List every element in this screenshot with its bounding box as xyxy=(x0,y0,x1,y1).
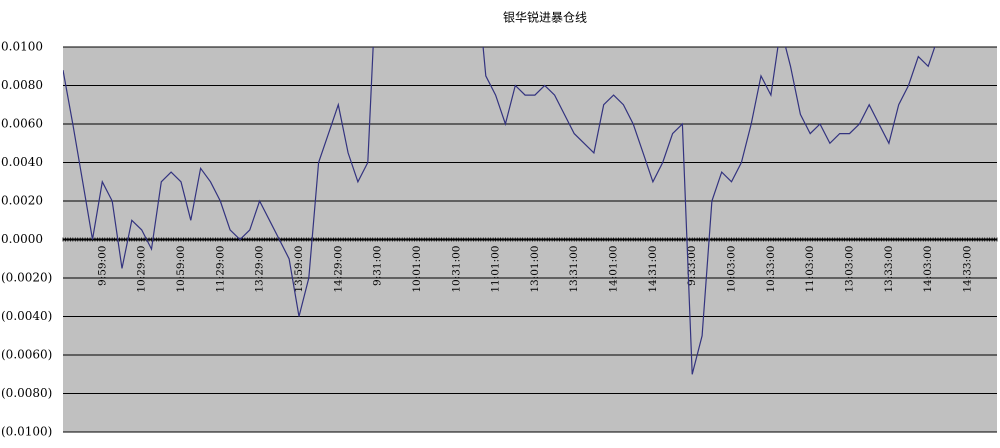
x-tick-label: 10:01:00 xyxy=(411,246,423,293)
x-tick-label: 10:59:00 xyxy=(175,246,187,293)
y-tick-label: (0.0060) xyxy=(1,348,52,362)
x-tick-label: 13:33:00 xyxy=(883,246,895,293)
x-tick-label: 14:33:00 xyxy=(962,246,974,293)
y-tick-label: (0.0040) xyxy=(1,309,52,323)
x-tick-label: 14:29:00 xyxy=(332,246,344,293)
x-tick-label: 10:29:00 xyxy=(136,246,148,293)
x-tick-label: 11:03:00 xyxy=(804,246,816,293)
y-tick-label: 0.0000 xyxy=(1,232,43,246)
x-tick-label: 13:03:00 xyxy=(844,246,856,293)
x-tick-label: 14:31:00 xyxy=(647,246,659,293)
y-tick-label: (0.0100) xyxy=(1,425,52,439)
x-tick-label: 11:29:00 xyxy=(214,246,226,293)
y-tick-label: (0.0080) xyxy=(1,386,52,400)
y-tick-label: 0.0100 xyxy=(1,40,43,54)
x-tick-label: 10:31:00 xyxy=(450,246,462,293)
x-tick-label: 9:31:00 xyxy=(372,246,384,286)
x-tick-label: 13:31:00 xyxy=(568,246,580,293)
y-tick-label: 0.0060 xyxy=(1,117,43,131)
y-tick-label: 0.0020 xyxy=(1,194,43,208)
x-tick-label: 9:59:00 xyxy=(96,246,108,286)
x-tick-label: 10:33:00 xyxy=(765,246,777,293)
y-tick-label: (0.0020) xyxy=(1,271,52,285)
y-tick-label: 0.0080 xyxy=(1,78,43,92)
x-tick-label: 13:59:00 xyxy=(293,246,305,293)
x-tick-label: 14:03:00 xyxy=(922,246,934,293)
chart-title: 银华锐进暴仓线 xyxy=(503,11,587,25)
x-tick-label: 13:29:00 xyxy=(254,246,266,293)
x-tick-label: 10:03:00 xyxy=(726,246,738,293)
x-tick-label: 9:33:00 xyxy=(686,246,698,286)
x-tick-label: 13:01:00 xyxy=(529,246,541,293)
x-tick-label: 14:01:00 xyxy=(608,246,620,293)
x-tick-label: 11:01:00 xyxy=(490,246,502,293)
line-series xyxy=(63,47,936,375)
y-tick-label: 0.0040 xyxy=(1,155,43,169)
